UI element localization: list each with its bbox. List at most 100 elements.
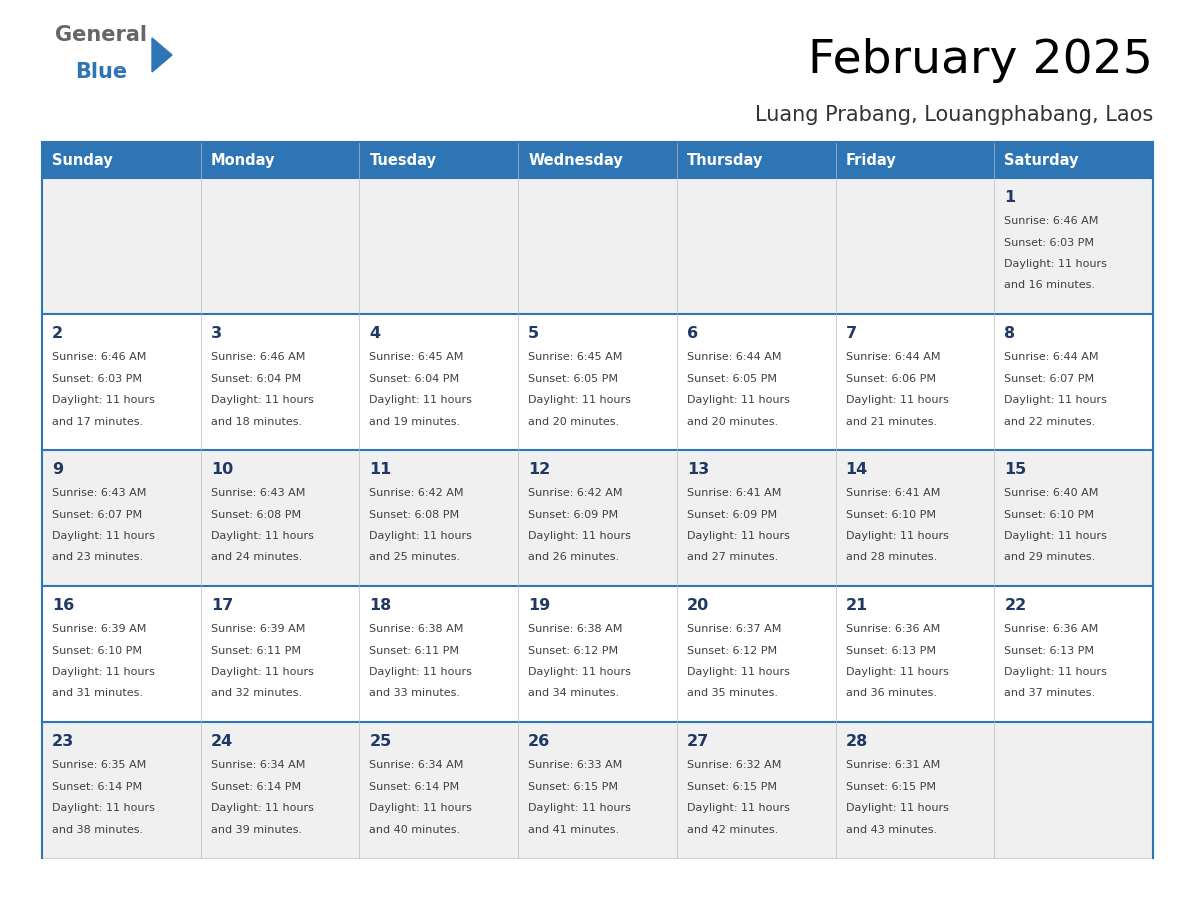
Text: Sunset: 6:15 PM: Sunset: 6:15 PM — [846, 781, 936, 791]
Bar — [994, 314, 1154, 450]
Bar — [42, 314, 201, 450]
Text: Daylight: 11 hours: Daylight: 11 hours — [529, 531, 631, 541]
Text: Sunrise: 6:40 AM: Sunrise: 6:40 AM — [1004, 488, 1099, 498]
Bar — [835, 314, 994, 450]
Text: Sunset: 6:11 PM: Sunset: 6:11 PM — [369, 645, 460, 655]
Text: Daylight: 11 hours: Daylight: 11 hours — [529, 667, 631, 677]
Bar — [42, 722, 201, 858]
Text: Sunrise: 6:46 AM: Sunrise: 6:46 AM — [52, 352, 146, 362]
Text: Sunrise: 6:42 AM: Sunrise: 6:42 AM — [529, 488, 623, 498]
Text: Sunrise: 6:46 AM: Sunrise: 6:46 AM — [1004, 216, 1099, 226]
Text: Daylight: 11 hours: Daylight: 11 hours — [1004, 395, 1107, 405]
Text: General: General — [55, 25, 147, 45]
Bar — [360, 450, 518, 586]
Text: Sunrise: 6:42 AM: Sunrise: 6:42 AM — [369, 488, 465, 498]
Text: Monday: Monday — [210, 152, 276, 167]
Text: Thursday: Thursday — [687, 152, 763, 167]
Text: 7: 7 — [846, 326, 857, 341]
Bar — [518, 586, 677, 722]
Bar — [518, 178, 677, 314]
Bar — [42, 178, 201, 314]
Text: Sunrise: 6:43 AM: Sunrise: 6:43 AM — [210, 488, 305, 498]
Text: 27: 27 — [687, 734, 709, 749]
Text: 3: 3 — [210, 326, 222, 341]
Text: Daylight: 11 hours: Daylight: 11 hours — [210, 531, 314, 541]
Bar — [835, 586, 994, 722]
Text: Sunset: 6:04 PM: Sunset: 6:04 PM — [369, 374, 460, 384]
Text: and 40 minutes.: and 40 minutes. — [369, 824, 461, 834]
Bar — [360, 142, 518, 178]
Text: Sunrise: 6:41 AM: Sunrise: 6:41 AM — [687, 488, 782, 498]
Text: and 42 minutes.: and 42 minutes. — [687, 824, 778, 834]
Bar — [994, 450, 1154, 586]
Text: Sunrise: 6:34 AM: Sunrise: 6:34 AM — [369, 760, 463, 770]
Text: Daylight: 11 hours: Daylight: 11 hours — [846, 395, 948, 405]
Text: 20: 20 — [687, 598, 709, 613]
Text: 12: 12 — [529, 462, 550, 477]
Text: 5: 5 — [529, 326, 539, 341]
Text: 9: 9 — [52, 462, 63, 477]
Text: 11: 11 — [369, 462, 392, 477]
Text: Sunrise: 6:41 AM: Sunrise: 6:41 AM — [846, 488, 940, 498]
Text: 24: 24 — [210, 734, 233, 749]
Text: Daylight: 11 hours: Daylight: 11 hours — [529, 803, 631, 813]
Text: Daylight: 11 hours: Daylight: 11 hours — [210, 395, 314, 405]
Text: and 36 minutes.: and 36 minutes. — [846, 688, 936, 699]
Bar — [994, 142, 1154, 178]
Text: Sunset: 6:13 PM: Sunset: 6:13 PM — [846, 645, 936, 655]
Bar — [677, 142, 835, 178]
Bar — [201, 450, 360, 586]
Text: Sunset: 6:03 PM: Sunset: 6:03 PM — [1004, 238, 1094, 248]
Text: 26: 26 — [529, 734, 550, 749]
Text: Sunrise: 6:33 AM: Sunrise: 6:33 AM — [529, 760, 623, 770]
Text: 18: 18 — [369, 598, 392, 613]
Text: 2: 2 — [52, 326, 63, 341]
Text: 8: 8 — [1004, 326, 1016, 341]
Text: 10: 10 — [210, 462, 233, 477]
Text: Sunset: 6:14 PM: Sunset: 6:14 PM — [369, 781, 460, 791]
Text: 15: 15 — [1004, 462, 1026, 477]
Text: Saturday: Saturday — [1004, 152, 1079, 167]
Text: and 38 minutes.: and 38 minutes. — [52, 824, 143, 834]
Text: Daylight: 11 hours: Daylight: 11 hours — [369, 667, 473, 677]
Text: Sunrise: 6:38 AM: Sunrise: 6:38 AM — [369, 624, 463, 634]
Text: Daylight: 11 hours: Daylight: 11 hours — [52, 667, 154, 677]
Text: Sunset: 6:13 PM: Sunset: 6:13 PM — [1004, 645, 1094, 655]
Text: Blue: Blue — [75, 62, 127, 82]
Text: and 20 minutes.: and 20 minutes. — [529, 417, 619, 427]
Text: Sunset: 6:12 PM: Sunset: 6:12 PM — [529, 645, 618, 655]
Text: Sunrise: 6:36 AM: Sunrise: 6:36 AM — [846, 624, 940, 634]
Text: and 34 minutes.: and 34 minutes. — [529, 688, 619, 699]
Text: Sunrise: 6:34 AM: Sunrise: 6:34 AM — [210, 760, 305, 770]
Text: and 21 minutes.: and 21 minutes. — [846, 417, 936, 427]
Text: 28: 28 — [846, 734, 867, 749]
Text: Daylight: 11 hours: Daylight: 11 hours — [52, 395, 154, 405]
Text: and 25 minutes.: and 25 minutes. — [369, 553, 461, 563]
Text: 14: 14 — [846, 462, 867, 477]
Text: Sunrise: 6:43 AM: Sunrise: 6:43 AM — [52, 488, 146, 498]
Text: Sunset: 6:14 PM: Sunset: 6:14 PM — [210, 781, 301, 791]
Text: Daylight: 11 hours: Daylight: 11 hours — [1004, 259, 1107, 269]
Text: Sunrise: 6:31 AM: Sunrise: 6:31 AM — [846, 760, 940, 770]
Text: Sunrise: 6:35 AM: Sunrise: 6:35 AM — [52, 760, 146, 770]
Text: and 26 minutes.: and 26 minutes. — [529, 553, 619, 563]
Text: February 2025: February 2025 — [808, 38, 1154, 83]
Text: Daylight: 11 hours: Daylight: 11 hours — [687, 531, 790, 541]
Text: Sunrise: 6:45 AM: Sunrise: 6:45 AM — [529, 352, 623, 362]
Text: Daylight: 11 hours: Daylight: 11 hours — [687, 395, 790, 405]
Text: Daylight: 11 hours: Daylight: 11 hours — [210, 667, 314, 677]
Text: Daylight: 11 hours: Daylight: 11 hours — [52, 531, 154, 541]
Bar — [835, 450, 994, 586]
Text: Sunset: 6:09 PM: Sunset: 6:09 PM — [529, 509, 618, 520]
Bar — [518, 450, 677, 586]
Text: and 35 minutes.: and 35 minutes. — [687, 688, 778, 699]
Text: and 27 minutes.: and 27 minutes. — [687, 553, 778, 563]
Bar — [518, 142, 677, 178]
Bar — [835, 142, 994, 178]
Text: Daylight: 11 hours: Daylight: 11 hours — [210, 803, 314, 813]
Text: and 41 minutes.: and 41 minutes. — [529, 824, 619, 834]
Text: Sunrise: 6:39 AM: Sunrise: 6:39 AM — [52, 624, 146, 634]
Text: 1: 1 — [1004, 190, 1016, 205]
Text: Daylight: 11 hours: Daylight: 11 hours — [1004, 531, 1107, 541]
Text: and 17 minutes.: and 17 minutes. — [52, 417, 143, 427]
